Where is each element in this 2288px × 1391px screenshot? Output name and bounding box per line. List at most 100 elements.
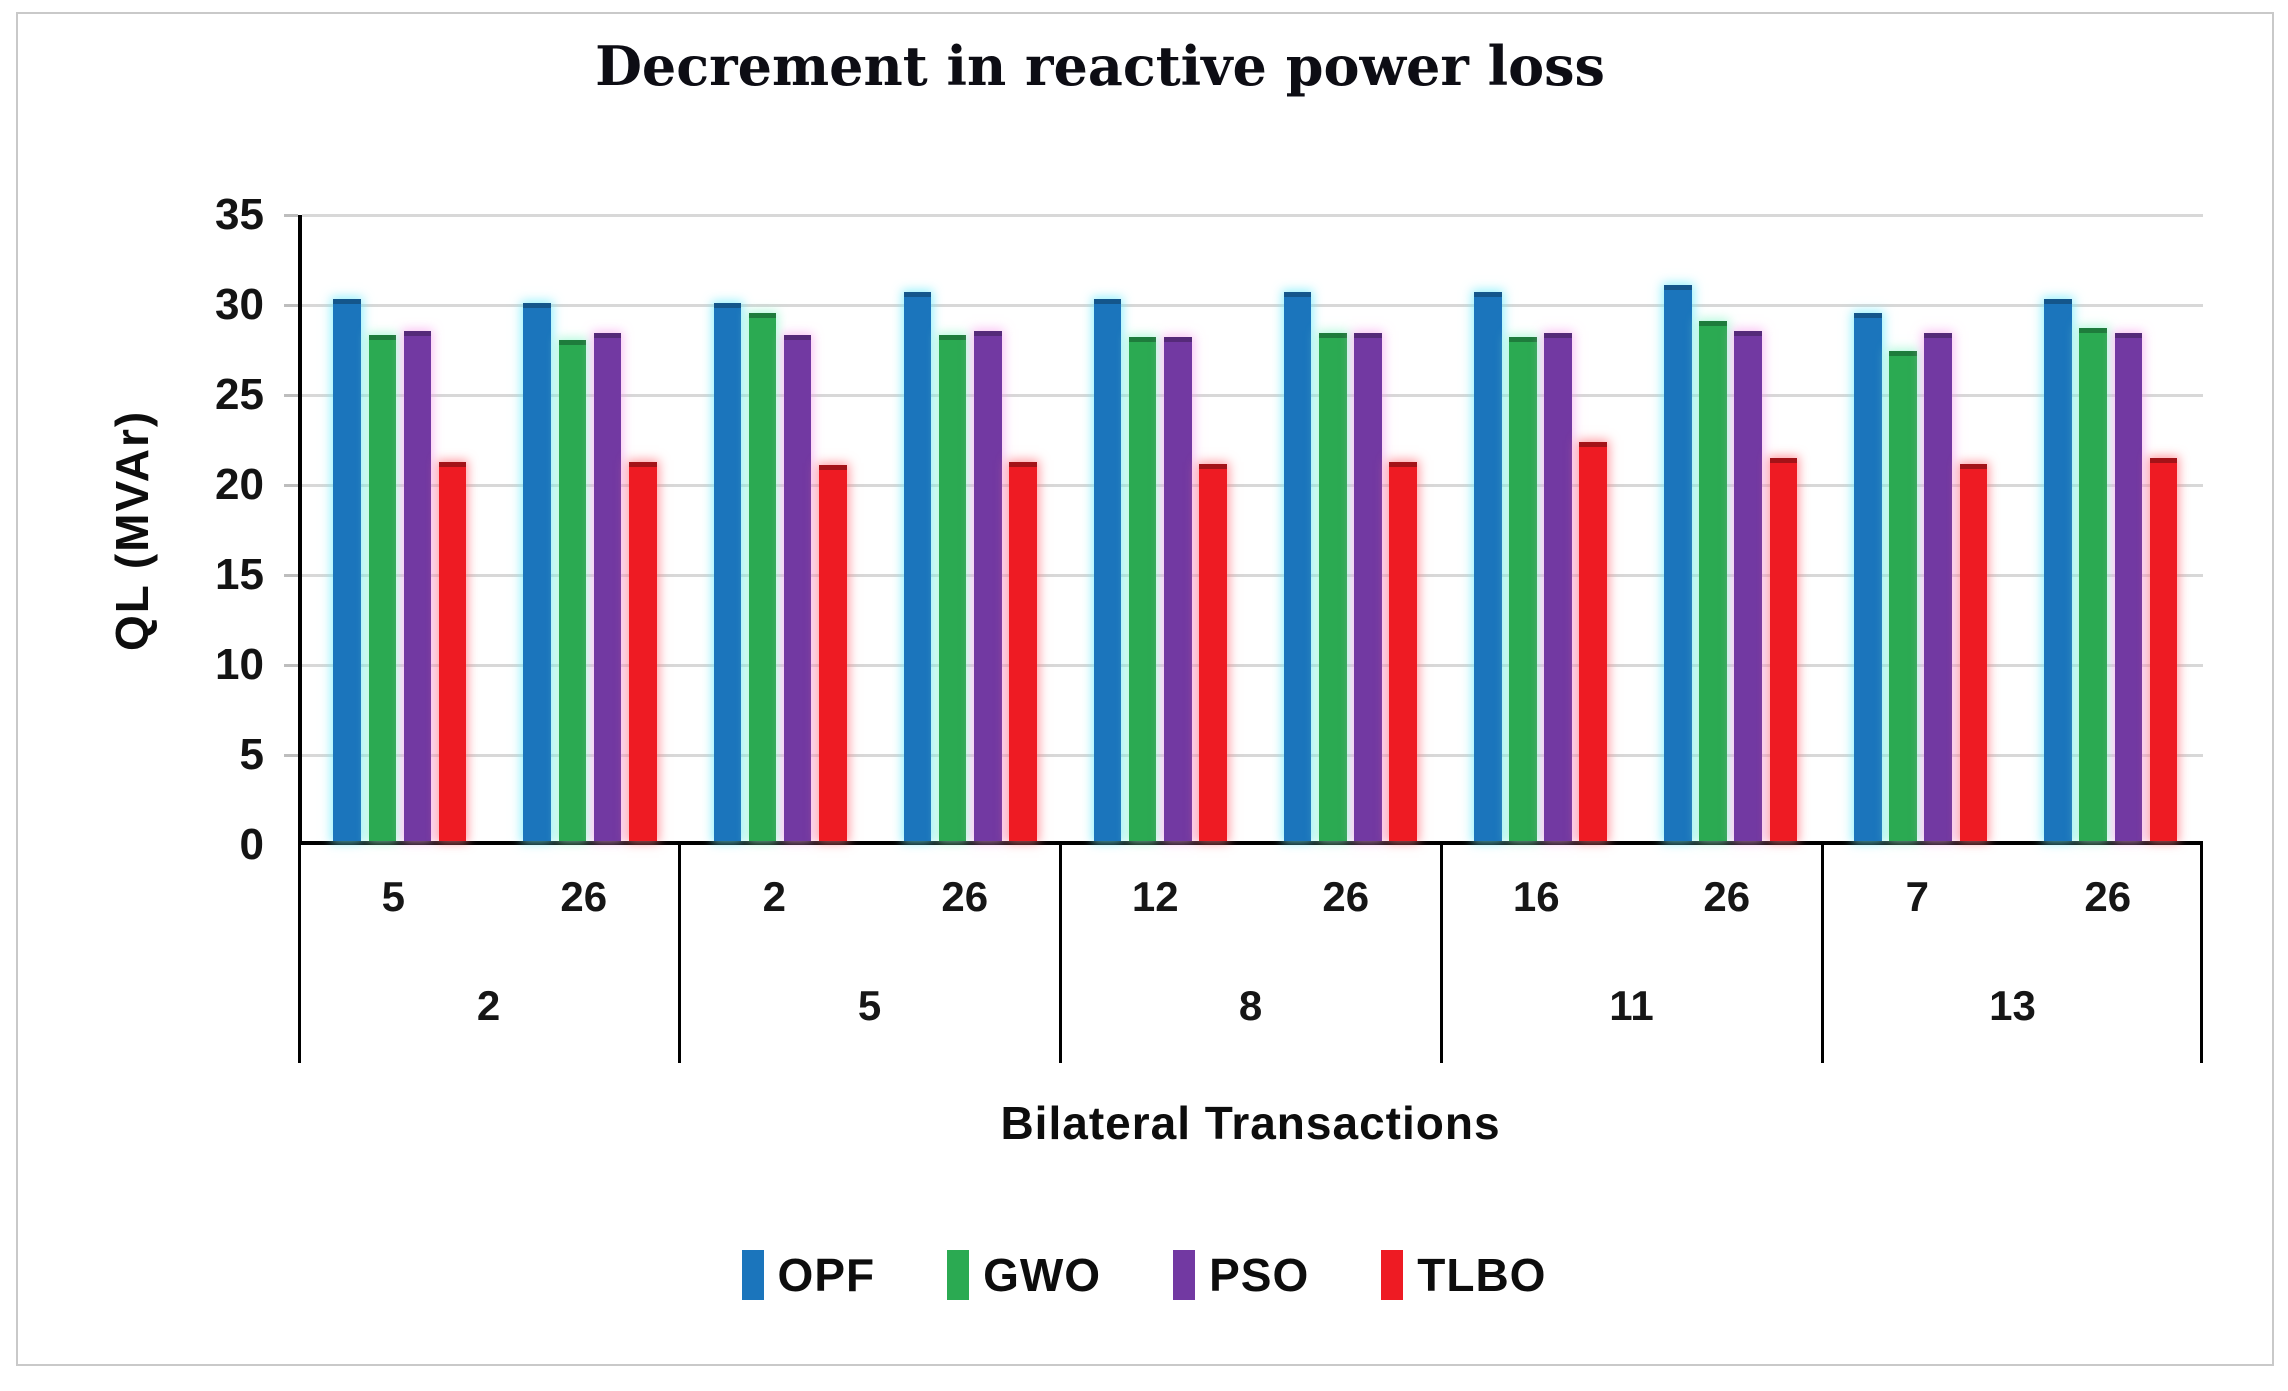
y-tick-label: 0 (239, 820, 264, 869)
bar-tlbo-1 (628, 461, 657, 841)
y-tick-label: 5 (239, 730, 264, 779)
bar-group-3 (872, 215, 1062, 841)
category-section-label: 11 (1609, 982, 1654, 1029)
y-tick-label: 35 (215, 190, 264, 239)
bar-opf-7 (1664, 284, 1692, 841)
category-sublabel: 26 (560, 873, 608, 920)
bar-opf-6 (1473, 291, 1502, 841)
y-axis-tick (284, 484, 298, 487)
bar-gwo-6 (1509, 336, 1537, 841)
legend-item-tlbo: TLBO (1381, 1248, 1546, 1302)
bar-pso-8 (1924, 333, 1953, 841)
bar-gwo-5 (1319, 333, 1347, 841)
bar-opf-5 (1283, 291, 1312, 841)
bar-gwo-2 (748, 313, 777, 841)
legend-swatch-opf (741, 1250, 764, 1300)
bar-pso-5 (1354, 333, 1382, 841)
bar-opf-1 (523, 302, 552, 841)
bar-pso-3 (973, 331, 1002, 841)
category-divider (1058, 845, 1062, 1063)
category-divider (1439, 845, 1443, 1063)
bar-pso-4 (1164, 336, 1192, 841)
category-sublabel-row: 5 26 2 26 12 26 16 26 7 26 (298, 845, 2203, 949)
bar-opf-3 (903, 291, 932, 841)
gridline (302, 304, 2203, 307)
bar-gwo-1 (558, 340, 587, 841)
bar-pso-7 (1734, 331, 1762, 841)
legend-swatch-pso (1173, 1250, 1196, 1300)
bar-group-8 (1823, 215, 2013, 841)
y-tick-label: 25 (215, 370, 264, 419)
y-tick-label: 20 (215, 460, 264, 509)
bar-group-0 (302, 215, 492, 841)
legend-label: OPF (777, 1249, 876, 1301)
bar-tlbo-7 (1769, 458, 1798, 841)
category-sublabel: 26 (1322, 873, 1370, 920)
legend-swatch-gwo (947, 1250, 970, 1300)
bar-group-7 (1633, 215, 1823, 841)
gridline (302, 664, 2203, 667)
chart-title: Decrement in reactive power loss (595, 34, 1605, 98)
category-axis-table: 5 26 2 26 12 26 16 26 7 26 2 5 8 11 13 (298, 845, 2203, 1063)
bar-tlbo-4 (1199, 463, 1227, 841)
category-sublabel: 5 (381, 873, 405, 920)
category-section-label: 5 (857, 982, 882, 1029)
bar-opf-8 (1854, 313, 1882, 841)
category-divider (298, 845, 301, 1063)
legend-label: TLBO (1417, 1249, 1547, 1301)
category-divider (1820, 845, 1824, 1063)
bar-tlbo-8 (1959, 463, 1988, 841)
gridline (302, 754, 2203, 757)
bar-tlbo-2 (819, 465, 847, 841)
y-axis-tick (284, 664, 298, 667)
category-sublabel: 12 (1131, 873, 1179, 920)
category-sublabel: 26 (941, 873, 989, 920)
category-divider (677, 845, 681, 1063)
bar-group-2 (682, 215, 872, 841)
legend-item-pso: PSO (1173, 1248, 1309, 1302)
bar-tlbo-6 (1579, 442, 1608, 841)
bar-pso-0 (403, 331, 432, 841)
gridline (302, 214, 2203, 217)
gridline (302, 484, 2203, 487)
y-axis-tick (284, 304, 298, 307)
bar-group-1 (492, 215, 682, 841)
bar-gwo-7 (1699, 320, 1727, 841)
y-tick-label: 15 (215, 550, 264, 599)
bar-gwo-0 (368, 334, 397, 841)
bar-tlbo-9 (2149, 458, 2178, 841)
y-axis-tick-labels: 35 30 25 20 15 10 5 0 (160, 0, 264, 1391)
category-sublabel: 26 (1703, 873, 1751, 920)
category-sublabel: 2 (762, 873, 786, 920)
category-section-label: 13 (1989, 982, 2036, 1029)
bar-gwo-3 (938, 334, 967, 841)
legend-label: GWO (983, 1249, 1102, 1301)
legend-swatch-tlbo (1381, 1250, 1404, 1300)
bar-tlbo-5 (1389, 461, 1417, 841)
category-sublabel: 7 (1905, 873, 1929, 920)
bar-pso-1 (593, 333, 622, 841)
bar-opf-9 (2044, 299, 2072, 841)
y-axis-title: QL (MVAr) (106, 409, 158, 651)
y-axis-tick (284, 214, 298, 217)
bar-gwo-8 (1889, 350, 1917, 841)
bar-pso-2 (783, 334, 812, 841)
gridline (302, 574, 2203, 577)
bar-opf-0 (333, 299, 361, 841)
bar-opf-2 (713, 302, 742, 841)
gridline (302, 394, 2203, 397)
category-section-label: 8 (1238, 982, 1263, 1029)
bar-group-4 (1062, 215, 1252, 841)
y-axis-tick (284, 754, 298, 757)
bar-tlbo-0 (438, 461, 467, 841)
category-sublabel: 16 (1512, 873, 1560, 920)
category-sublabel: 26 (2084, 873, 2132, 920)
legend: OPF GWO PSO TLBO (0, 1243, 2288, 1307)
bar-group-5 (1253, 215, 1443, 841)
category-divider (2200, 845, 2203, 1063)
legend-item-opf: OPF (741, 1248, 876, 1302)
x-axis-title: Bilateral Transactions (1000, 1097, 1501, 1149)
y-axis-tick (284, 394, 298, 397)
bar-tlbo-3 (1009, 461, 1037, 841)
category-section-row: 2 5 8 11 13 (298, 949, 2203, 1063)
